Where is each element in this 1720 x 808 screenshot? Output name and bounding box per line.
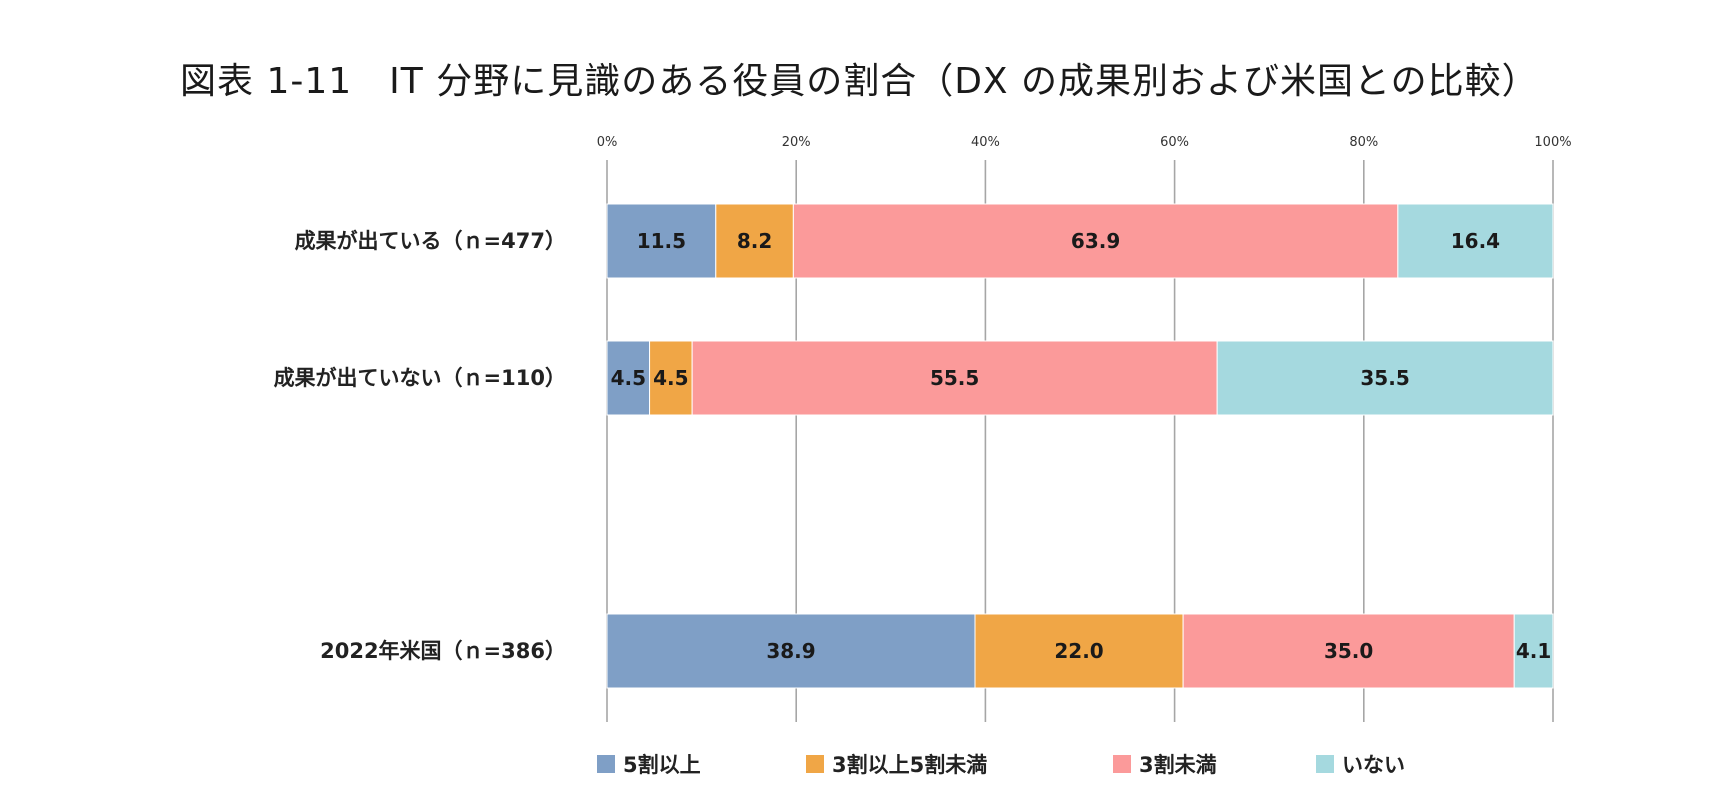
data-label: 35.5	[1360, 366, 1409, 390]
chart-title: 図表 1-11 IT 分野に見識のある役員の割合（DX の成果別および米国との比…	[180, 61, 1539, 102]
data-label: 63.9	[1071, 229, 1120, 253]
data-label: 35.0	[1324, 639, 1373, 663]
x-tick-label: 40%	[971, 135, 1000, 150]
x-tick-label: 60%	[1160, 135, 1189, 150]
data-label: 4.5	[611, 366, 646, 390]
data-label: 22.0	[1054, 639, 1103, 663]
bar-segment	[606, 340, 651, 416]
bar-segment	[649, 340, 693, 416]
legend-label: 3割未満	[1139, 753, 1217, 777]
bar-segment	[691, 340, 1218, 416]
legend-swatch	[806, 755, 824, 773]
bar-segment	[1397, 203, 1554, 279]
bar-segment	[606, 613, 976, 689]
category-label: 成果が出ていない（ｎ=110）	[274, 366, 566, 390]
data-label: 11.5	[637, 229, 686, 253]
category-label: 2022年米国（ｎ=386）	[320, 639, 566, 663]
bar-segment	[715, 203, 794, 279]
x-tick-label: 80%	[1349, 135, 1378, 150]
legend-swatch	[597, 755, 615, 773]
data-label: 4.5	[653, 366, 688, 390]
x-tick-label: 20%	[782, 135, 811, 150]
x-tick-label: 0%	[597, 135, 618, 150]
legend-label: 3割以上5割未満	[832, 753, 987, 777]
x-tick-label: 100%	[1534, 135, 1571, 150]
legend: 5割以上 3割以上5割未満 3割未満 いない	[597, 753, 1405, 777]
bar-segment	[974, 613, 1184, 689]
bar-segment	[1513, 613, 1554, 689]
data-label: 8.2	[737, 229, 772, 253]
data-label: 55.5	[930, 366, 979, 390]
data-label: 38.9	[766, 639, 815, 663]
bar-segment	[1216, 340, 1554, 416]
bars	[606, 203, 1554, 689]
category-labels: 成果が出ている（ｎ=477） 成果が出ていない（ｎ=110） 2022年米国（ｎ=3…	[274, 229, 566, 663]
data-label: 4.1	[1516, 639, 1551, 663]
legend-swatch	[1113, 755, 1131, 773]
bar-segment	[1182, 613, 1515, 689]
category-label: 成果が出ている（ｎ=477）	[295, 229, 566, 253]
legend-label: いない	[1342, 753, 1405, 777]
x-axis-tick-labels: 0% 20% 40% 60% 80% 100%	[597, 135, 1572, 150]
legend-swatch	[1316, 755, 1334, 773]
data-labels: 11.5 8.2 63.9 16.4 4.5 4.5 55.5 35.5 38.9 22.0 35.…	[611, 229, 1552, 663]
legend-label: 5割以上	[623, 753, 701, 777]
data-label: 16.4	[1451, 229, 1500, 253]
bar-segment	[792, 203, 1399, 279]
